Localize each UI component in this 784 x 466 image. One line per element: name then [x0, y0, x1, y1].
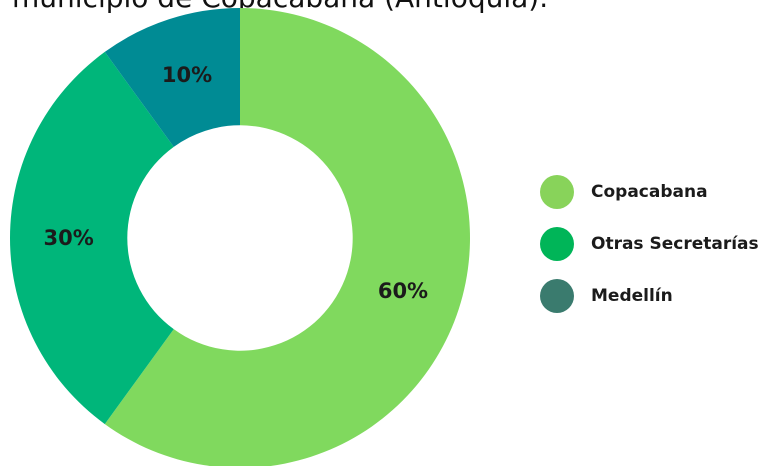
slice-otras-secretarias [9, 51, 174, 425]
legend-item-copacabana: Copacabana [540, 166, 759, 218]
legend-swatch [540, 279, 574, 313]
legend: Copacabana Otras Secretarías Medellín [540, 166, 759, 322]
legend-item-otras-secretarias: Otras Secretarías [540, 218, 759, 270]
donut-slices [9, 8, 470, 466]
slice-label-medellin: 10% [162, 63, 212, 87]
legend-swatch [540, 227, 574, 261]
chart-title: municipio de Copacabana (Antioquia). [12, 0, 548, 14]
slice-labels: 60% 30% 10% [44, 63, 429, 303]
slice-label-copacabana: 60% [378, 279, 428, 303]
legend-swatch [540, 175, 574, 209]
legend-label: Copacabana [591, 182, 708, 202]
slice-copacabana [104, 8, 470, 466]
legend-label: Medellín [591, 286, 673, 306]
slice-medellin [104, 8, 241, 147]
slice-label-otras-secretarias: 30% [44, 226, 94, 250]
legend-label: Otras Secretarías [591, 234, 759, 254]
legend-item-medellin: Medellín [540, 270, 759, 322]
